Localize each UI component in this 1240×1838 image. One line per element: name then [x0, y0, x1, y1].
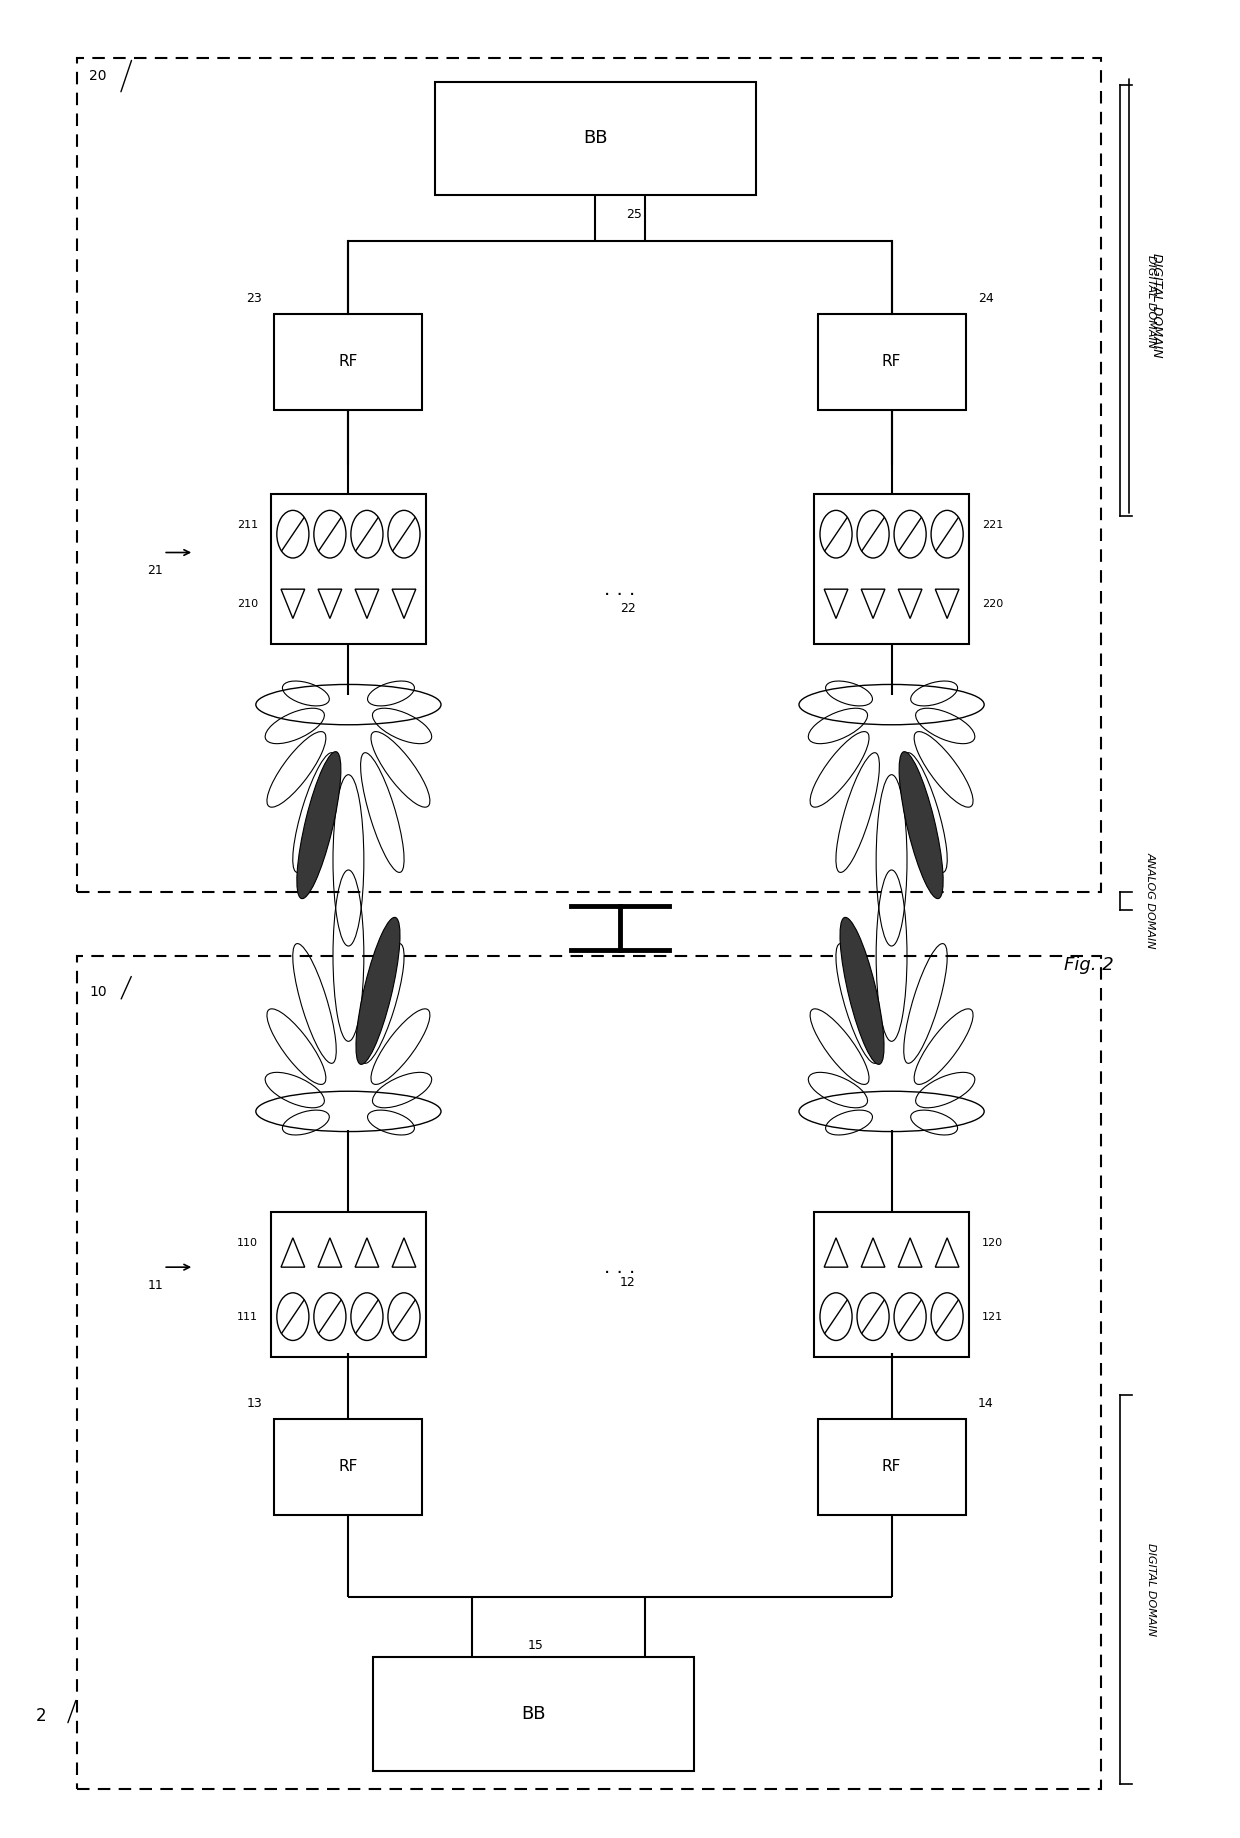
Text: RF: RF — [339, 355, 358, 369]
Text: BB: BB — [521, 1706, 546, 1724]
Text: . . .: . . . — [604, 579, 636, 599]
FancyBboxPatch shape — [817, 1419, 966, 1515]
Ellipse shape — [296, 752, 341, 899]
FancyBboxPatch shape — [813, 1213, 970, 1356]
Text: RF: RF — [882, 355, 901, 369]
FancyBboxPatch shape — [435, 81, 756, 195]
Text: 2: 2 — [36, 1708, 46, 1726]
Ellipse shape — [899, 752, 944, 899]
Text: 20: 20 — [89, 70, 107, 83]
Text: 220: 220 — [982, 599, 1003, 608]
Text: . . .: . . . — [604, 1257, 636, 1277]
Text: BB: BB — [583, 129, 608, 147]
Text: 25: 25 — [626, 208, 642, 221]
Text: DIGITAL DOMAIN: DIGITAL DOMAIN — [1146, 1544, 1156, 1636]
Text: DIGITAL DOMAIN: DIGITAL DOMAIN — [1146, 255, 1156, 347]
Text: 121: 121 — [982, 1312, 1003, 1322]
Text: 10: 10 — [89, 985, 107, 1000]
Text: 23: 23 — [247, 292, 262, 305]
FancyBboxPatch shape — [270, 1213, 427, 1356]
FancyBboxPatch shape — [817, 314, 966, 410]
Text: 14: 14 — [978, 1397, 993, 1410]
FancyBboxPatch shape — [270, 494, 427, 643]
Text: 211: 211 — [237, 520, 258, 529]
Text: 24: 24 — [978, 292, 993, 305]
Ellipse shape — [839, 917, 884, 1064]
Text: Fig. 2: Fig. 2 — [1064, 956, 1114, 974]
Text: 120: 120 — [982, 1239, 1003, 1248]
Text: 11: 11 — [148, 1279, 164, 1292]
Text: RF: RF — [339, 1459, 358, 1474]
Text: 111: 111 — [237, 1312, 258, 1322]
Text: 13: 13 — [247, 1397, 262, 1410]
Text: DIGITAL DOMAIN: DIGITAL DOMAIN — [1151, 254, 1163, 357]
Text: 22: 22 — [620, 603, 636, 616]
FancyBboxPatch shape — [813, 494, 970, 643]
Text: 110: 110 — [237, 1239, 258, 1248]
Text: 12: 12 — [620, 1276, 636, 1288]
Text: RF: RF — [882, 1459, 901, 1474]
Text: ANALOG DOMAIN: ANALOG DOMAIN — [1146, 853, 1156, 948]
FancyBboxPatch shape — [274, 1419, 423, 1515]
Text: 210: 210 — [237, 599, 258, 608]
Text: 21: 21 — [148, 564, 164, 577]
Text: 15: 15 — [527, 1639, 543, 1652]
FancyBboxPatch shape — [274, 314, 423, 410]
FancyBboxPatch shape — [373, 1658, 694, 1772]
Ellipse shape — [356, 917, 401, 1064]
Text: 221: 221 — [982, 520, 1003, 529]
